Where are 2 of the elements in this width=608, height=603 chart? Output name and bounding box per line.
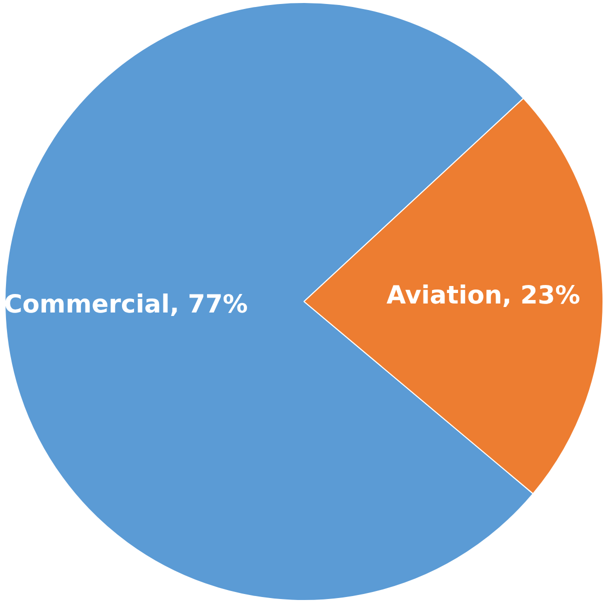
slice-label: Commercial, 77%	[4, 289, 248, 318]
slice-label: Aviation, 23%	[386, 280, 580, 310]
